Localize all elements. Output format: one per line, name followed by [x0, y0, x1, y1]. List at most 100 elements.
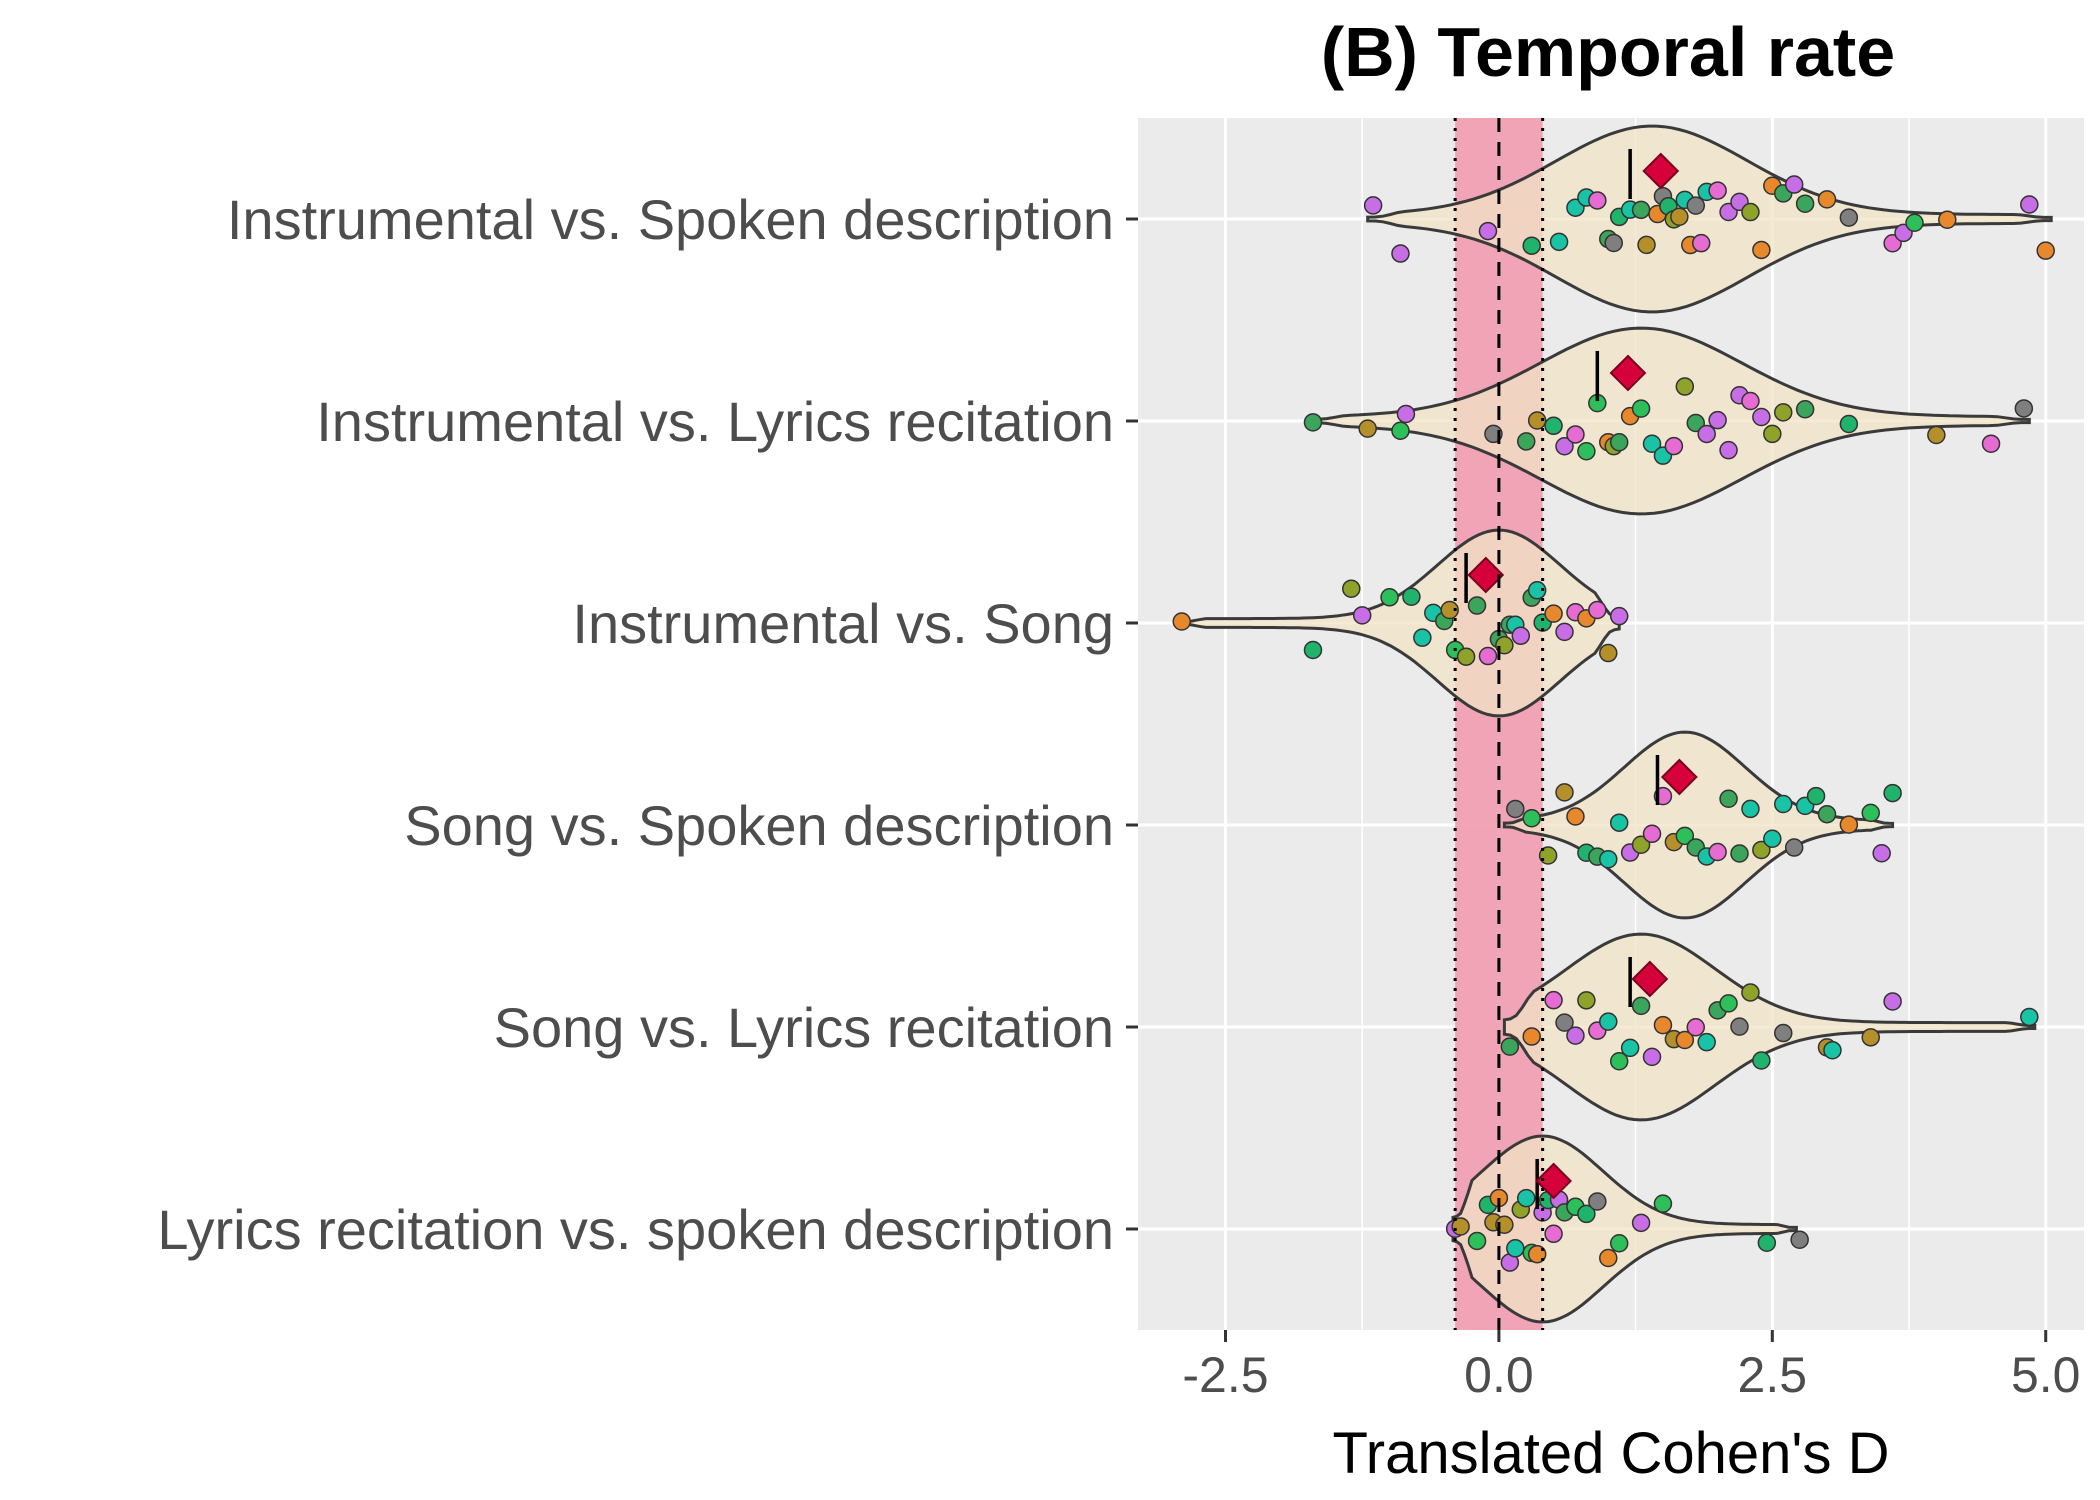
data-point — [1402, 587, 1421, 607]
mean-marker — [1535, 1162, 1572, 1200]
data-point — [1653, 1015, 1673, 1035]
category-label: Instrumental vs. Song — [572, 592, 1114, 655]
data-point — [1544, 416, 1563, 436]
data-point — [1396, 404, 1416, 424]
data-point — [1708, 410, 1727, 430]
data-point — [1522, 809, 1541, 828]
data-point — [1752, 407, 1771, 427]
data-point — [1544, 1224, 1563, 1244]
data-point — [1642, 434, 1662, 453]
data-point — [1675, 826, 1695, 846]
data-point — [1631, 399, 1651, 418]
data-point — [2036, 241, 2055, 260]
violin-group — [1445, 1134, 1809, 1324]
data-point — [1609, 1051, 1629, 1071]
data-point — [1697, 1032, 1716, 1052]
data-point — [1363, 196, 1383, 215]
data-point — [1784, 175, 1804, 194]
mean-marker — [1660, 758, 1698, 796]
data-point — [1719, 789, 1738, 808]
x-tick-label: 2.5 — [1738, 1347, 1808, 1403]
data-point — [1719, 440, 1738, 460]
data-point — [1599, 849, 1618, 869]
violin-group — [1363, 124, 2055, 314]
data-point — [1730, 1017, 1749, 1036]
data-point — [1413, 628, 1432, 647]
data-point — [1516, 1188, 1536, 1208]
data-point — [1861, 1028, 1880, 1047]
data-point — [1741, 799, 1760, 819]
data-point — [1883, 783, 1902, 803]
data-point — [1806, 786, 1826, 806]
data-point — [1555, 783, 1574, 802]
mean-marker — [1642, 152, 1680, 190]
data-point — [1795, 194, 1815, 213]
data-point — [1522, 236, 1541, 255]
data-point — [1342, 579, 1361, 598]
data-point — [1839, 414, 1859, 434]
x-tick-label: 5.0 — [2011, 1347, 2081, 1403]
data-point — [1839, 815, 1859, 834]
data-point — [1511, 626, 1531, 646]
violin-group — [1303, 326, 2034, 516]
data-point — [1544, 990, 1563, 1010]
data-point — [1620, 1038, 1640, 1058]
data-point — [1478, 221, 1498, 241]
violin-shape — [1366, 124, 2053, 314]
data-point — [1609, 1234, 1629, 1253]
data-point — [1588, 600, 1607, 620]
data-point — [1763, 424, 1782, 444]
data-point — [1686, 196, 1706, 215]
data-point — [1664, 436, 1684, 456]
data-point — [1697, 424, 1716, 444]
data-point — [1599, 1248, 1618, 1268]
data-point — [1380, 588, 1399, 607]
violin-shape — [1180, 528, 1621, 718]
data-point — [1642, 824, 1662, 844]
data-point — [1527, 411, 1547, 430]
data-point — [1467, 1231, 1487, 1251]
data-point — [1773, 794, 1793, 814]
plot-panel — [1138, 118, 2084, 1330]
data-point — [1861, 803, 1880, 823]
category-label: Instrumental vs. Lyrics recitation — [316, 390, 1114, 453]
data-point — [1555, 437, 1574, 456]
data-point — [1549, 232, 1569, 252]
x-axis-title: Translated Cohen's D — [1333, 1421, 1890, 1486]
data-point — [1566, 1026, 1585, 1045]
data-point — [1577, 442, 1596, 461]
data-point — [1522, 1027, 1541, 1046]
category-label: Song vs. Spoken description — [404, 794, 1114, 857]
data-point — [1527, 581, 1547, 600]
data-point — [1670, 207, 1689, 226]
data-point — [1391, 244, 1410, 263]
data-point — [1544, 604, 1563, 623]
data-point — [1303, 640, 1323, 660]
data-point — [1752, 840, 1771, 860]
data-point — [2020, 195, 2039, 214]
data-point — [1741, 983, 1760, 1002]
violin-group — [1502, 730, 1902, 920]
data-point — [1675, 377, 1695, 396]
data-point — [1730, 844, 1749, 863]
data-point — [1566, 425, 1585, 444]
data-point — [1467, 596, 1487, 615]
chart-title: (B) Temporal rate — [1321, 13, 1895, 91]
data-point — [1577, 991, 1596, 1010]
data-point — [1686, 1018, 1706, 1037]
data-point — [1440, 600, 1459, 620]
category-label: Instrumental vs. Spoken description — [227, 188, 1114, 251]
x-tick-label: 0.0 — [1464, 1347, 1534, 1403]
data-point — [1500, 1037, 1520, 1056]
data-point — [1609, 606, 1629, 626]
data-point — [1555, 1013, 1574, 1032]
data-point — [1303, 413, 1323, 432]
data-point — [1883, 992, 1902, 1011]
mean-marker — [1631, 960, 1669, 998]
data-point — [1653, 1194, 1673, 1213]
data-point — [1352, 606, 1372, 625]
data-point — [1817, 190, 1837, 209]
violin-shape — [1309, 326, 2031, 516]
category-labels: Instrumental vs. Spoken description Instr… — [157, 188, 1138, 1261]
